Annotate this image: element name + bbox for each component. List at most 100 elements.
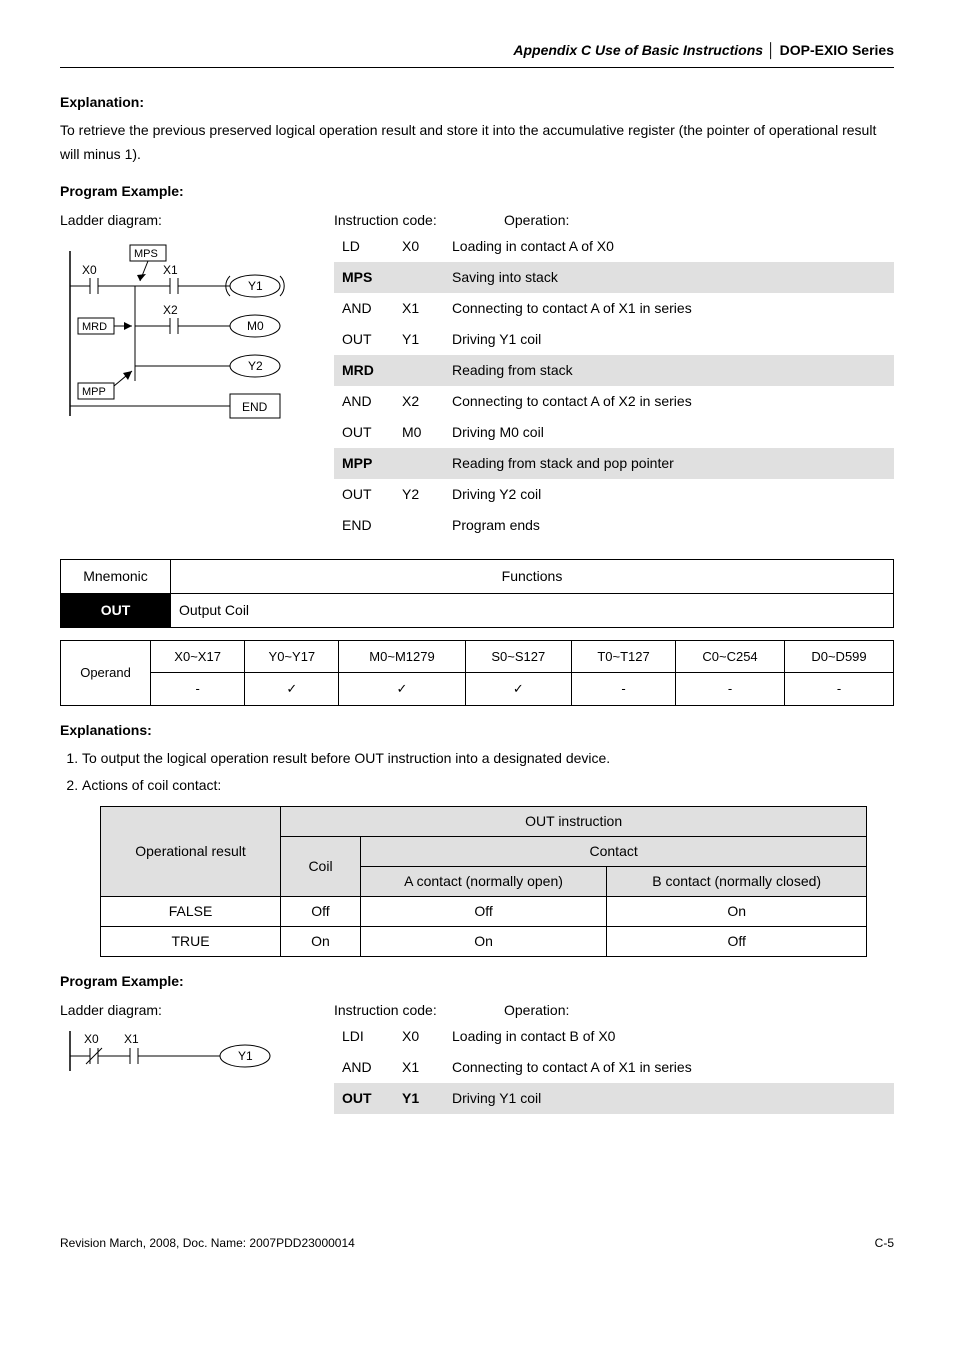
instr-desc: Reading from stack and pop pointer (444, 448, 894, 479)
out-r2-b: Off (607, 927, 867, 957)
out-h-result: Operational result (101, 807, 281, 897)
instr-mnemonic: OUT (334, 417, 394, 448)
example2-block: Ladder diagram: X0 X1 Y1 Instruction cod… (60, 1000, 894, 1114)
instr-mnemonic: LDI (334, 1021, 394, 1052)
instr-mnemonic: AND (334, 386, 394, 417)
instr-arg: X0 (394, 1021, 444, 1052)
instr-desc: Connecting to contact A of X2 in series (444, 386, 894, 417)
operand-head: Operand (61, 640, 151, 705)
d-x2: X2 (163, 303, 178, 317)
ladder1-diagram: X0 MPS X1 Y1 X2 (60, 231, 310, 441)
opval0: - (151, 673, 245, 706)
instr-mnemonic: OUT (334, 1083, 394, 1114)
instr-arg (394, 262, 444, 293)
instruction-row: LDIX0Loading in contact B of X0 (334, 1021, 894, 1052)
explanation-body: To retrieve the previous preserved logic… (60, 119, 894, 167)
explanations2-head: Explanations: (60, 720, 894, 741)
instr-desc: Driving Y2 coil (444, 479, 894, 510)
instr-mnemonic: MPP (334, 448, 394, 479)
d2-x1: X1 (124, 1032, 139, 1046)
instr-arg: X2 (394, 386, 444, 417)
header-title: Appendix C Use of Basic Instructions (513, 42, 763, 58)
ladder2-column: Ladder diagram: X0 X1 Y1 (60, 1000, 310, 1114)
ladder2-label: Ladder diagram: (60, 1000, 310, 1021)
instruction-row: OUTM0Driving M0 coil (334, 417, 894, 448)
mnemonic-h1: Mnemonic (61, 559, 171, 593)
explanation-head: Explanation: (60, 92, 894, 113)
opval1: ✓ (245, 673, 339, 706)
instruction-row: ENDProgram ends (334, 510, 894, 541)
instr-desc: Connecting to contact A of X1 in series (444, 293, 894, 324)
instruction-row: LDX0Loading in contact A of X0 (334, 231, 894, 262)
instr-mnemonic: OUT (334, 324, 394, 355)
example1-block: Ladder diagram: X0 MPS X1 (60, 210, 894, 541)
out-r1-coil: Off (281, 897, 361, 927)
instr-desc: Loading in contact A of X0 (444, 231, 894, 262)
instr-mnemonic: END (334, 510, 394, 541)
opval3: ✓ (465, 673, 572, 706)
d-mpp: MPP (82, 386, 106, 398)
instr-arg (394, 355, 444, 386)
instr-mnemonic: MPS (334, 262, 394, 293)
code2-label: Instruction code: (334, 1000, 504, 1021)
opcol2: M0~M1279 (339, 640, 465, 673)
instr-arg: Y1 (394, 1083, 444, 1114)
d2-x0: X0 (84, 1032, 99, 1046)
d-mps: MPS (134, 248, 158, 260)
out-r1-a: Off (361, 897, 607, 927)
instr-desc: Loading in contact B of X0 (444, 1021, 894, 1052)
opval6: - (785, 673, 894, 706)
ladder1-label: Ladder diagram: (60, 210, 310, 231)
instruction-row: OUTY1Driving Y1 coil (334, 1083, 894, 1114)
out-r2-res: TRUE (101, 927, 281, 957)
instruction-table-1: LDX0Loading in contact A of X0MPS Saving … (334, 231, 894, 541)
code2-header-row: Instruction code: Operation: (334, 1000, 894, 1021)
out-r2-a: On (361, 927, 607, 957)
explanations-list: To output the logical operation result b… (82, 747, 894, 799)
footer-left: Revision March, 2008, Doc. Name: 2007PDD… (60, 1234, 355, 1252)
instr-mnemonic: OUT (334, 479, 394, 510)
instr-arg: X1 (394, 293, 444, 324)
d-mrd: MRD (82, 321, 107, 333)
instruction-table-2: LDIX0Loading in contact B of X0ANDX1Conn… (334, 1021, 894, 1114)
exp-li2: Actions of coil contact: (82, 774, 894, 798)
opcol5: C0~C254 (676, 640, 785, 673)
d-x0: X0 (82, 263, 97, 277)
instr-arg: X1 (394, 1052, 444, 1083)
instr-desc: Driving Y1 coil (444, 324, 894, 355)
instr-desc: Saving into stack (444, 262, 894, 293)
d-end: END (242, 400, 268, 414)
instruction-row: OUTY2Driving Y2 coil (334, 479, 894, 510)
out-h-contact: Contact (361, 837, 867, 867)
instruction-row: MRD Reading from stack (334, 355, 894, 386)
out-r2-coil: On (281, 927, 361, 957)
opval2: ✓ (339, 673, 465, 706)
instr-mnemonic: MRD (334, 355, 394, 386)
out-instruction-table: Operational result OUT instruction Coil … (100, 806, 867, 957)
instr-mnemonic: LD (334, 231, 394, 262)
mnemonic-desc: Output Coil (171, 593, 894, 627)
d-m0: M0 (247, 319, 264, 333)
instr-desc: Reading from stack (444, 355, 894, 386)
header-sep: │ (767, 42, 776, 58)
code1-header-row: Instruction code: Operation: (334, 210, 894, 231)
instruction-row: MPS Saving into stack (334, 262, 894, 293)
out-h-out: OUT instruction (281, 807, 867, 837)
operand-table: Operand X0~X17 Y0~Y17 M0~M1279 S0~S127 T… (60, 640, 894, 706)
example1-head: Program Example: (60, 181, 894, 202)
mnemonic-h2: Functions (171, 559, 894, 593)
mnemonic-code: OUT (61, 593, 171, 627)
d-y1: Y1 (248, 279, 263, 293)
opcol3: S0~S127 (465, 640, 572, 673)
code1-column: Instruction code: Operation: LDX0Loading… (334, 210, 894, 541)
example2-head: Program Example: (60, 971, 894, 992)
d-y2: Y2 (248, 359, 263, 373)
mnemonic-table: Mnemonic Functions OUT Output Coil (60, 559, 894, 628)
instr-arg: Y1 (394, 324, 444, 355)
opval5: - (676, 673, 785, 706)
out-h-a: A contact (normally open) (361, 867, 607, 897)
instruction-row: MPP Reading from stack and pop pointer (334, 448, 894, 479)
out-h-coil: Coil (281, 837, 361, 897)
instr-arg: Y2 (394, 479, 444, 510)
ladder1-column: Ladder diagram: X0 MPS X1 (60, 210, 310, 541)
